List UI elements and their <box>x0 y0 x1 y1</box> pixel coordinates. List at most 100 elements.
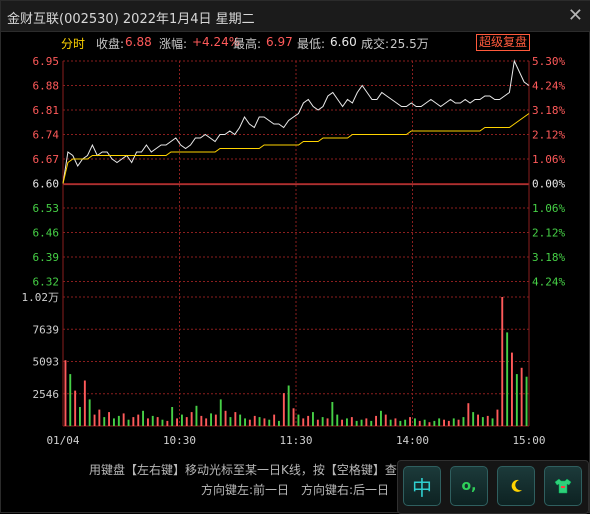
price-axis-label: 6.39 <box>33 251 60 264</box>
volume-bar <box>268 419 271 426</box>
close-label: 收盘: <box>96 37 125 51</box>
change-label: 涨幅: <box>159 37 188 51</box>
pct-axis-label: 1.06% <box>532 153 565 166</box>
volume-bar <box>302 418 305 426</box>
volume-bar <box>200 415 203 426</box>
volume-bar <box>428 422 431 426</box>
volume-bar <box>127 419 130 426</box>
quote-info-bar: 分时 收盘: 6.88 涨幅: +4.24% 最高: 6.97 最低: 6.60… <box>1 33 590 53</box>
volume-bar <box>151 415 154 426</box>
volume-bar <box>423 419 426 426</box>
volume-bar <box>399 420 402 426</box>
volume-bar <box>433 420 436 426</box>
avg-price-line <box>62 113 530 184</box>
low-label: 最低: <box>297 37 326 51</box>
moon-icon <box>511 479 522 492</box>
hint-prev-day: 方向键左:前一日 <box>201 483 290 497</box>
volume-bar <box>103 417 106 426</box>
volume-bar <box>108 412 110 426</box>
volume-bar <box>132 417 135 426</box>
window-title: 金财互联(002530) 2022年1月4日 星期二 <box>7 12 255 27</box>
volume-bar <box>336 414 339 426</box>
zhong-button[interactable]: 中 <box>403 466 441 506</box>
volume-bar <box>205 418 208 426</box>
intraday-chart[interactable]: 6.95 5.30% 6.88 4.24% 6.81 3.18% 6.74 2.12% 6.67… <box>1 51 590 461</box>
volume-bar <box>79 407 81 426</box>
volume-bar <box>472 412 475 426</box>
volume-axis-label: 7639 <box>33 323 60 336</box>
volume-bar <box>525 376 528 426</box>
volume-bar <box>287 385 290 426</box>
price-axis-label: 6.53 <box>33 202 60 215</box>
price-axis-label: 6.46 <box>33 227 60 240</box>
price-axis-label: 6.95 <box>33 55 60 68</box>
volume-bar <box>491 418 494 426</box>
skin-button[interactable] <box>544 466 582 506</box>
volume-bar <box>83 380 86 426</box>
pct-axis-label: 4.24% <box>532 276 565 289</box>
volume-bar <box>64 360 67 426</box>
volume-bar <box>404 419 407 426</box>
volume-bar <box>161 419 164 426</box>
volume-bar <box>515 374 518 426</box>
volume-bar <box>506 332 509 426</box>
volume-bar <box>438 418 441 426</box>
volume-bar <box>360 419 363 426</box>
pct-axis-label: 3.18% <box>532 104 565 117</box>
volume-bar <box>409 417 411 426</box>
price-axis-label: 6.88 <box>33 80 60 93</box>
volume-bar <box>384 414 387 426</box>
price-axis-label: 6.67 <box>33 153 60 166</box>
volume-bar <box>98 409 101 426</box>
volume-bar <box>181 414 183 426</box>
volume-bar <box>93 414 96 426</box>
volume-bar <box>239 414 242 426</box>
volume-bar <box>166 420 169 426</box>
close-icon[interactable]: ✕ <box>567 5 583 26</box>
ime-toolbar: 中 o, <box>397 460 589 514</box>
volume-bar <box>113 418 115 426</box>
volume-axis-label: 1.02万 <box>22 291 60 304</box>
zhong-icon: 中 <box>412 475 432 500</box>
time-axis-label: 15:00 <box>512 434 545 447</box>
volume-bar <box>214 414 217 426</box>
volume-bar <box>234 412 237 426</box>
volume-bar <box>389 419 392 426</box>
volume-bar <box>258 417 261 426</box>
volume-bar <box>452 418 455 426</box>
volume-bar <box>394 418 397 426</box>
punctuation-icon: o, <box>461 478 477 494</box>
volume-bar <box>190 412 193 426</box>
volume-axis-label: 2546 <box>33 388 60 401</box>
pct-axis-label: 5.30% <box>532 55 565 68</box>
volume-bar <box>457 419 460 426</box>
volume-bar <box>486 415 489 426</box>
price-axis-label: 6.74 <box>33 129 60 142</box>
tab-intraday[interactable]: 分时 <box>61 37 86 51</box>
volume-value: 25.5万 <box>390 37 429 51</box>
title-bar[interactable]: 金财互联(002530) 2022年1月4日 星期二 ✕ <box>1 1 590 32</box>
price-line <box>62 59 530 184</box>
volume-bar <box>462 417 465 426</box>
volume-bar <box>312 412 314 426</box>
volume-bar <box>69 374 72 426</box>
volume-bar <box>350 417 353 426</box>
volume-bar <box>496 409 499 426</box>
super-restore-button[interactable]: 超级复盘 <box>476 34 531 51</box>
input-method-button[interactable]: o, <box>450 466 488 506</box>
pct-axis-label: 4.24% <box>532 80 565 93</box>
volume-bar <box>414 418 416 426</box>
volume-bar <box>447 420 450 426</box>
volume-bar <box>273 414 276 426</box>
moon-button[interactable] <box>497 466 535 506</box>
volume-bar <box>229 417 232 426</box>
volume-bar <box>481 417 484 426</box>
volume-bar <box>520 367 523 426</box>
volume-bar <box>210 413 212 426</box>
price-axis-label: 6.81 <box>33 104 60 117</box>
volume-bar <box>224 410 227 426</box>
high-value: 6.97 <box>266 35 293 49</box>
close-value: 6.88 <box>125 35 152 49</box>
volume-bar <box>418 420 421 426</box>
